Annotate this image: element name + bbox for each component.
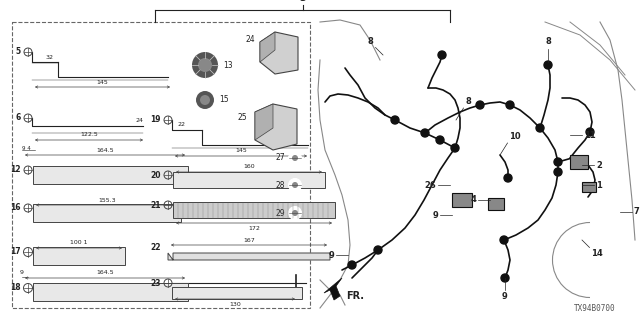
- Text: 9: 9: [432, 211, 438, 220]
- Text: 7: 7: [634, 207, 640, 217]
- Text: 9: 9: [502, 292, 508, 301]
- Text: 3: 3: [299, 0, 306, 3]
- Text: 9: 9: [328, 251, 334, 260]
- Text: 9: 9: [20, 270, 24, 276]
- Text: FR.: FR.: [346, 291, 364, 301]
- Text: 24: 24: [245, 36, 255, 44]
- Text: 17: 17: [10, 247, 21, 257]
- Text: 9 4: 9 4: [22, 146, 31, 150]
- Text: 29: 29: [275, 209, 285, 218]
- Text: 14: 14: [591, 250, 604, 259]
- Bar: [570, 155, 588, 169]
- Bar: [488, 198, 504, 210]
- Text: 16: 16: [10, 204, 21, 212]
- Circle shape: [289, 179, 301, 191]
- Circle shape: [544, 61, 552, 69]
- Bar: [452, 193, 472, 207]
- Polygon shape: [255, 104, 273, 140]
- Circle shape: [438, 51, 446, 59]
- Text: 26: 26: [424, 180, 436, 189]
- Circle shape: [500, 236, 508, 244]
- Text: 10: 10: [509, 132, 521, 141]
- Circle shape: [198, 58, 212, 72]
- Circle shape: [200, 95, 210, 105]
- Circle shape: [374, 246, 382, 254]
- Circle shape: [476, 101, 484, 109]
- Circle shape: [192, 52, 218, 78]
- Circle shape: [421, 129, 429, 137]
- Text: 15: 15: [219, 95, 228, 105]
- Polygon shape: [324, 278, 342, 300]
- Bar: [33, 204, 181, 222]
- Circle shape: [196, 91, 214, 109]
- Polygon shape: [168, 253, 330, 260]
- Circle shape: [501, 274, 509, 282]
- Text: 160: 160: [243, 164, 255, 170]
- Bar: [172, 287, 302, 299]
- Polygon shape: [260, 32, 275, 62]
- Text: 172: 172: [248, 226, 260, 230]
- Text: 28: 28: [275, 180, 285, 189]
- Text: 145: 145: [235, 148, 247, 154]
- Polygon shape: [255, 104, 297, 150]
- Text: 167: 167: [243, 237, 255, 243]
- Text: 20: 20: [150, 171, 161, 180]
- Text: 19: 19: [150, 116, 161, 124]
- Circle shape: [504, 174, 512, 182]
- Circle shape: [391, 116, 399, 124]
- Circle shape: [586, 128, 594, 136]
- Text: 2: 2: [596, 161, 602, 170]
- Text: 13: 13: [223, 60, 232, 69]
- Text: 164.5: 164.5: [96, 270, 114, 276]
- Circle shape: [292, 182, 298, 188]
- Text: 27: 27: [275, 154, 285, 163]
- Text: 145: 145: [97, 79, 108, 84]
- Circle shape: [536, 124, 544, 132]
- Circle shape: [348, 261, 356, 269]
- Circle shape: [292, 155, 298, 161]
- Text: 12: 12: [10, 165, 21, 174]
- Text: 11: 11: [584, 131, 596, 140]
- Text: 8: 8: [465, 97, 471, 106]
- Text: 130: 130: [229, 301, 241, 307]
- Text: 32: 32: [46, 55, 54, 60]
- Bar: [33, 166, 188, 184]
- Bar: [12, 22, 310, 308]
- Bar: [582, 182, 596, 192]
- Bar: [33, 283, 188, 301]
- Text: 23: 23: [150, 278, 161, 287]
- Text: 21: 21: [150, 201, 161, 210]
- Bar: [33, 247, 125, 265]
- Text: TX94B0700: TX94B0700: [574, 304, 616, 313]
- Polygon shape: [260, 32, 298, 74]
- Text: 155.3: 155.3: [98, 197, 116, 203]
- Text: 5: 5: [16, 47, 21, 57]
- Circle shape: [451, 144, 459, 152]
- Text: 4: 4: [470, 196, 476, 204]
- Text: 24: 24: [136, 118, 144, 124]
- Text: 22: 22: [178, 122, 186, 127]
- Text: 1: 1: [596, 180, 602, 189]
- Text: 22: 22: [150, 244, 161, 252]
- Text: 25: 25: [237, 113, 247, 122]
- Bar: [173, 202, 335, 218]
- Text: 18: 18: [10, 284, 21, 292]
- Circle shape: [436, 136, 444, 144]
- Circle shape: [292, 210, 298, 216]
- Circle shape: [506, 101, 514, 109]
- Text: 8: 8: [545, 37, 551, 46]
- Circle shape: [289, 206, 301, 220]
- Text: 122.5: 122.5: [80, 132, 98, 138]
- Text: 100 1: 100 1: [70, 241, 88, 245]
- Circle shape: [554, 168, 562, 176]
- Text: 164.5: 164.5: [96, 148, 114, 153]
- Text: 8: 8: [368, 36, 374, 45]
- Circle shape: [554, 158, 562, 166]
- Circle shape: [289, 151, 301, 164]
- Bar: [173, 172, 325, 188]
- Text: 6: 6: [16, 114, 21, 123]
